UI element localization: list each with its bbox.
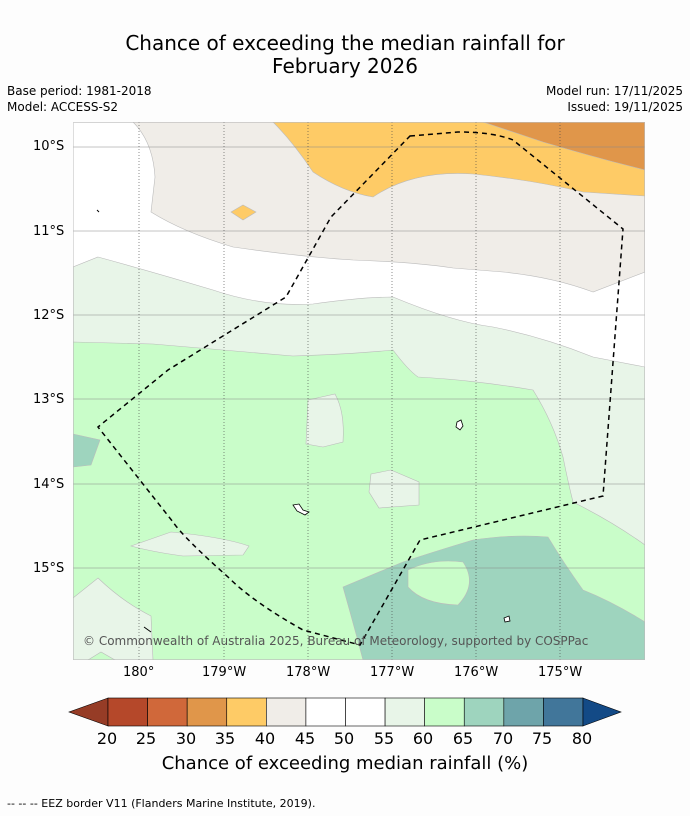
colorbar-cell-75-80 [543,697,584,727]
lon-label-176w: 176°W [454,665,499,680]
colorbar-cell-25-30 [147,697,188,727]
cbar-tick-65: 65 [452,729,474,748]
reef-mark-b [96,209,100,213]
colorbar-cell-50-55 [345,697,386,727]
colorbar-title: Chance of exceeding median rainfall (%) [161,753,529,774]
colorbar-cell-30-35 [186,697,228,727]
lat-label-13s: 13°S [33,392,65,407]
colorbar-cells [107,697,584,727]
colorbar-cell-35-40 [226,697,267,727]
lon-label-177w: 177°W [370,665,415,680]
lat-label-11s: 11°S [33,224,65,239]
patch-55-60-a [305,393,344,448]
island-b [292,503,310,516]
colorbar-cell-60-65 [424,697,465,727]
eez-border [96,131,624,646]
colorbar [68,697,622,727]
lon-label-178w: 178°W [286,665,331,680]
cbar-tick-30: 30 [175,729,197,748]
cbar-tick-35: 35 [214,729,236,748]
chart-title-line1: Chance of exceeding the median rainfall … [125,31,565,55]
base-period: Base period: 1981-2018 [7,84,152,98]
colorbar-under-arrow [68,697,109,727]
island-a [455,419,464,431]
patch-55-60-b [368,469,420,509]
copyright-note: © Commonwealth of Australia 2025, Bureau… [83,634,589,648]
cbar-tick-20: 20 [96,729,118,748]
islands [292,419,511,623]
cbar-tick-80: 80 [571,729,593,748]
colorbar-cell-55-60 [384,697,425,727]
lat-label-14s: 14°S [33,477,65,492]
cbar-tick-70: 70 [492,729,514,748]
lat-label-10s: 10°S [33,139,65,154]
colorbar-cell-40-45 [266,697,307,727]
colorbar-cell-70-75 [503,697,544,727]
patch-60-65-sw [87,651,116,660]
lon-label-180: 180° [123,665,155,680]
west-65-70 [73,433,101,468]
cbar-tick-40: 40 [254,729,276,748]
lat-label-12s: 12°S [33,308,65,323]
chart-title-line2: February 2026 [272,54,418,78]
cbar-tick-50: 50 [333,729,355,748]
colorbar-cell-20-25 [107,697,148,727]
model-name: Model: ACCESS-S2 [7,100,119,114]
patch-55-60-c [129,531,250,557]
blob-35-40 [230,204,257,221]
cbar-tick-25: 25 [135,729,157,748]
lon-label-179w: 179°W [202,665,247,680]
patch-55-60-sw [73,577,154,660]
island-c [503,615,511,623]
lon-label-175w: 175°W [538,665,583,680]
rainfall-map [73,122,645,660]
colorbar-cell-65-70 [463,697,505,727]
hole-60-65 [407,560,470,606]
eez-footnote: -- -- -- EEZ border V11 (Flanders Marine… [7,797,316,810]
cbar-tick-45: 45 [294,729,316,748]
lat-label-15s: 15°S [33,561,65,576]
colorbar-over-arrow [582,697,622,727]
gridlines [73,146,645,569]
issued-date: Issued: 19/11/2025 [567,100,683,114]
model-run: Model run: 17/11/2025 [545,84,683,98]
cbar-tick-75: 75 [531,729,553,748]
reef-mark-a [143,626,152,633]
region-30-35 [482,122,645,171]
colorbar-cell-45-50 [305,697,346,727]
cbar-tick-55: 55 [373,729,395,748]
cbar-tick-60: 60 [412,729,434,748]
